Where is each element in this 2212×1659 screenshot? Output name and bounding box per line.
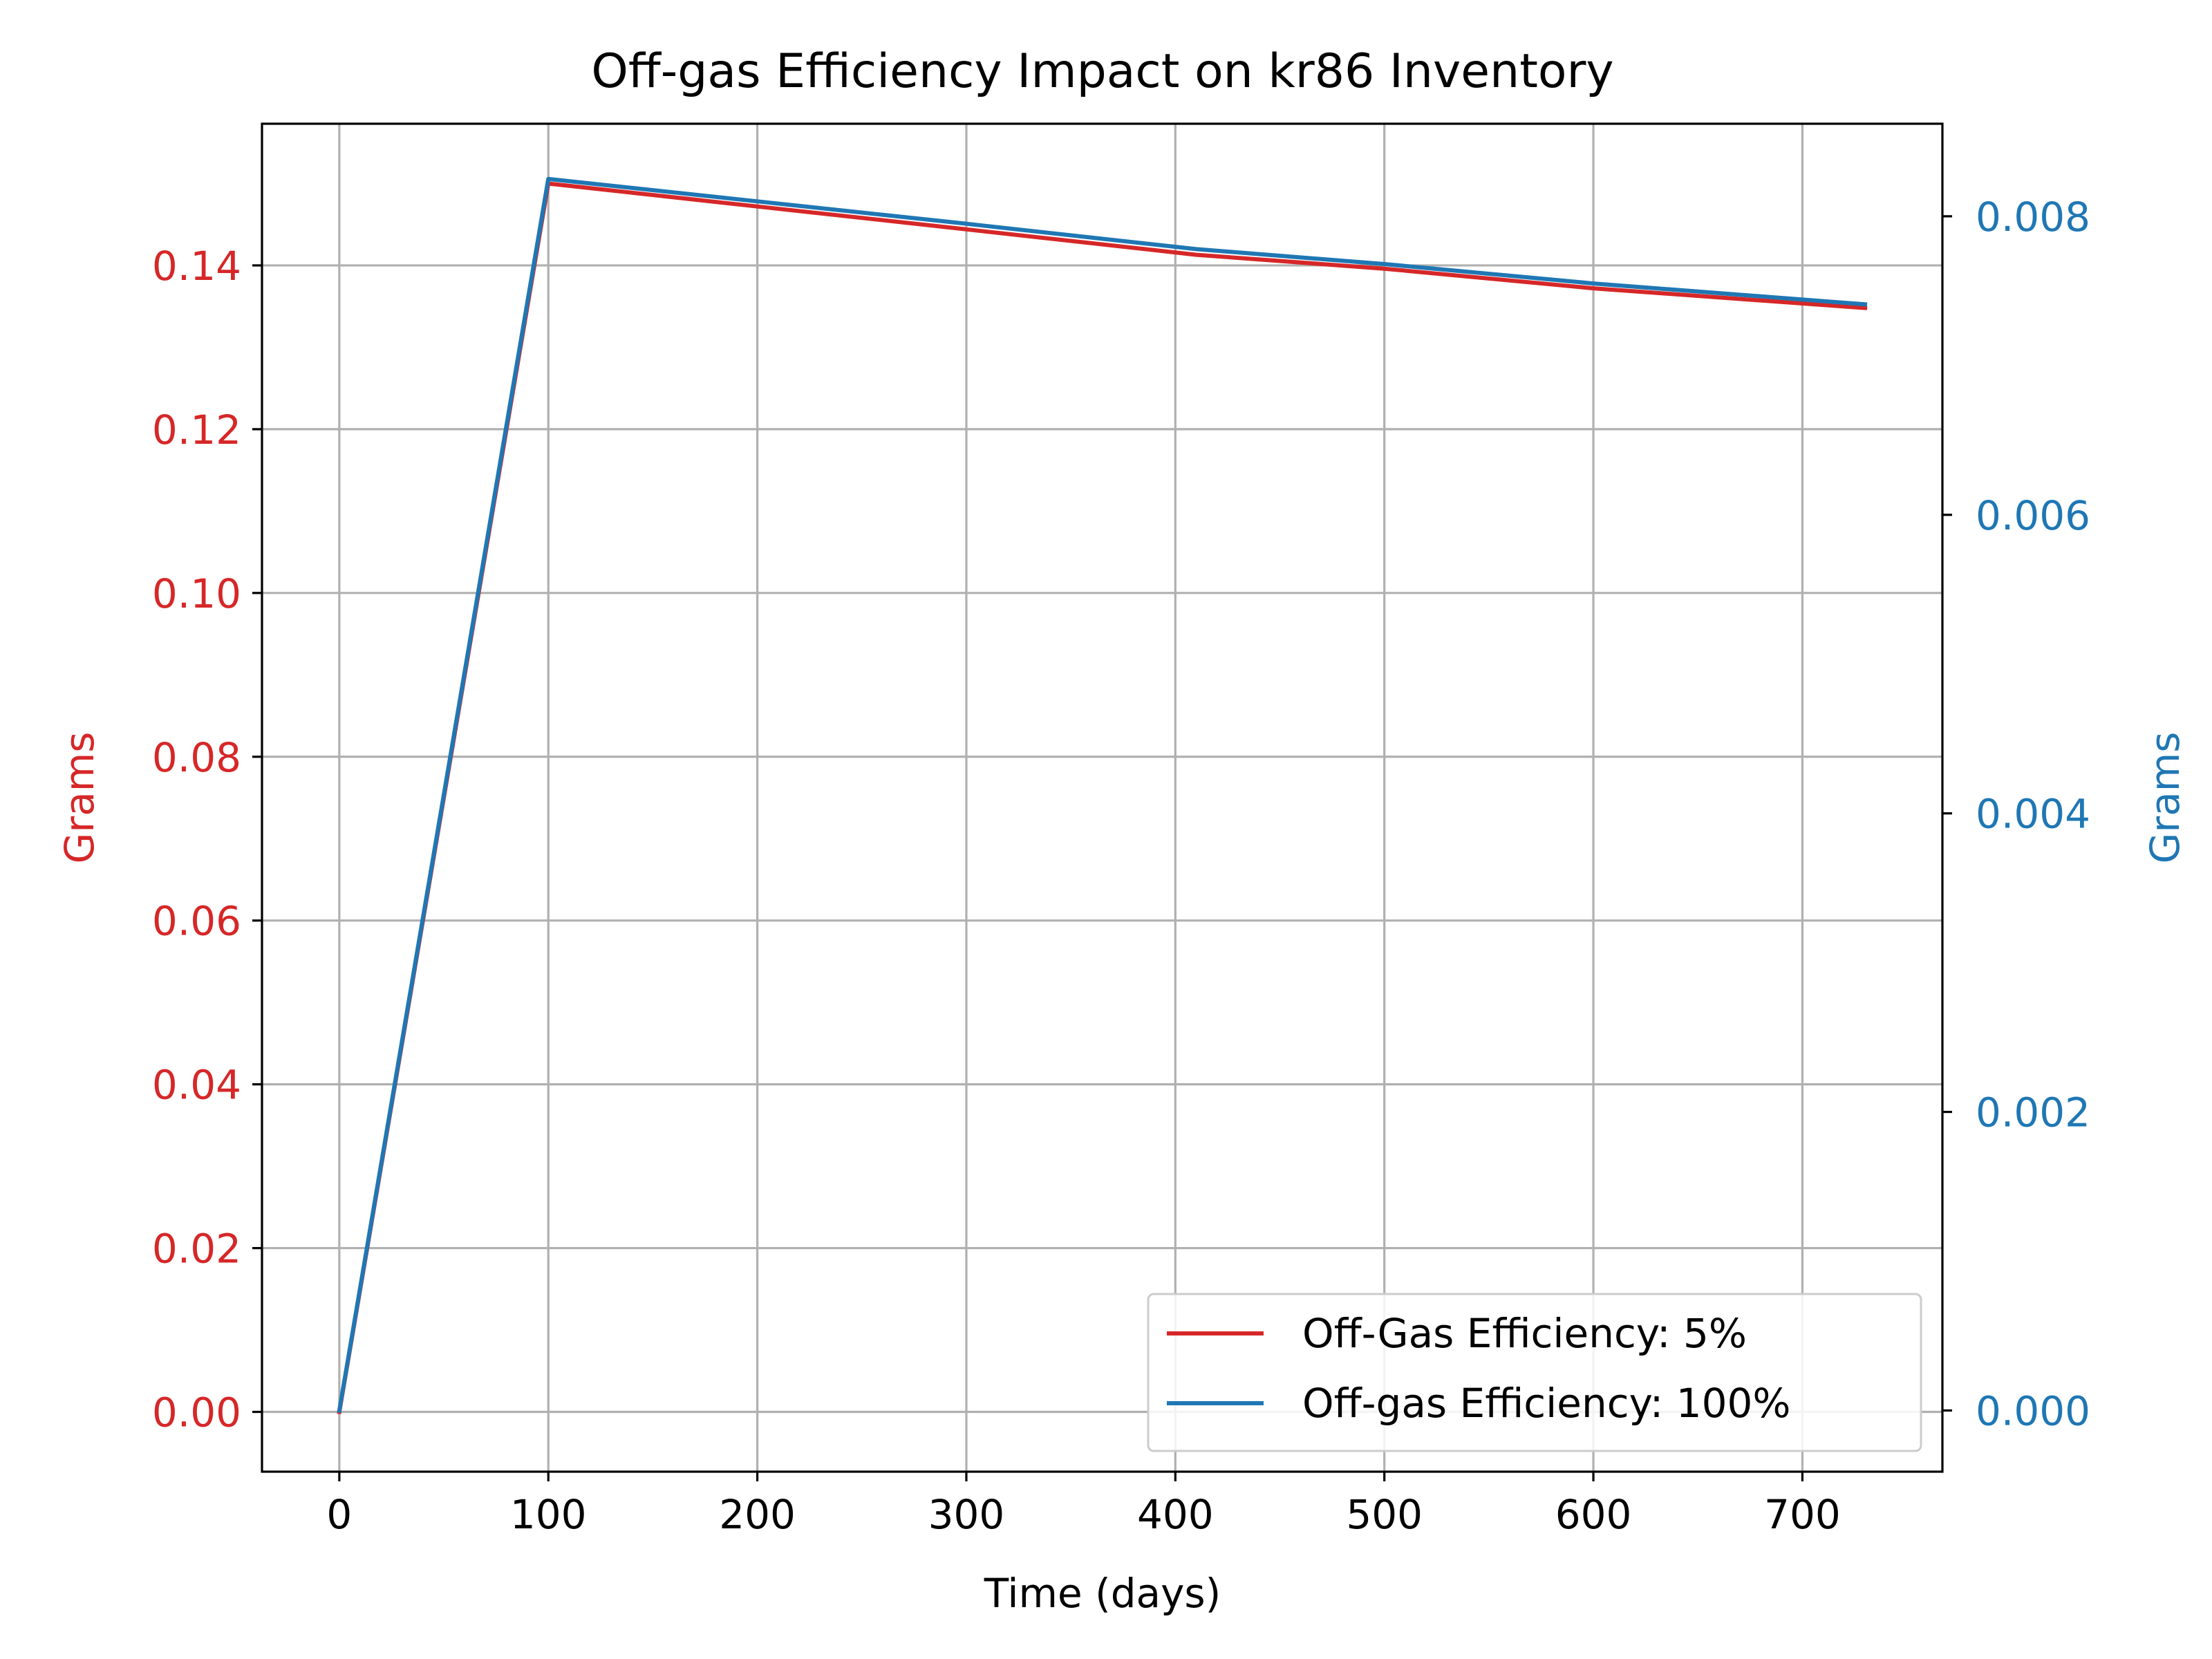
- y-left-tick-label: 0.14: [152, 243, 241, 290]
- y-left-tick-label: 0.02: [152, 1226, 241, 1273]
- x-tick-label: 700: [1764, 1491, 1841, 1538]
- x-tick-label: 500: [1346, 1491, 1423, 1538]
- y-right-tick-label: 0.008: [1976, 194, 2090, 241]
- x-axis-label: Time (days): [984, 1570, 1221, 1617]
- chart-title: Off-gas Efficiency Impact on kr86 Invent…: [591, 44, 1613, 99]
- x-tick-label: 400: [1137, 1491, 1214, 1538]
- y-right-tick-label: 0.006: [1976, 492, 2090, 539]
- y-left-tick-label: 0.00: [152, 1389, 241, 1436]
- x-tick-label: 600: [1555, 1491, 1632, 1538]
- y-left-tick-label: 0.10: [152, 570, 241, 617]
- series-line-5pct: [337, 181, 1868, 1414]
- x-tick-label: 100: [510, 1491, 587, 1538]
- legend: Off-Gas Efficiency: 5% Off-gas Efficienc…: [1147, 1293, 1922, 1452]
- series-line-100pct: [337, 176, 1868, 1413]
- y-left-tick-label: 0.04: [152, 1062, 241, 1109]
- legend-label-100pct: Off-gas Efficiency: 100%: [1302, 1380, 1791, 1427]
- y-right-tick-label: 0.002: [1976, 1089, 2090, 1136]
- y-left-tick-label: 0.12: [152, 406, 241, 453]
- y-right-tick-label: 0.004: [1976, 791, 2090, 838]
- y-left-tick-label: 0.06: [152, 898, 241, 945]
- x-tick-label: 0: [326, 1491, 352, 1538]
- plot-frame: [261, 122, 1944, 1473]
- legend-label-5pct: Off-Gas Efficiency: 5%: [1302, 1310, 1747, 1357]
- y-axis-label-left: Grams: [56, 731, 103, 863]
- x-tick-label: 300: [928, 1491, 1005, 1538]
- y-axis-label-right: Grams: [2141, 731, 2188, 863]
- y-left-tick-label: 0.08: [152, 734, 241, 781]
- y-right-tick-label: 0.000: [1976, 1387, 2090, 1434]
- x-tick-label: 200: [719, 1491, 796, 1538]
- legend-box: [1147, 1293, 1922, 1452]
